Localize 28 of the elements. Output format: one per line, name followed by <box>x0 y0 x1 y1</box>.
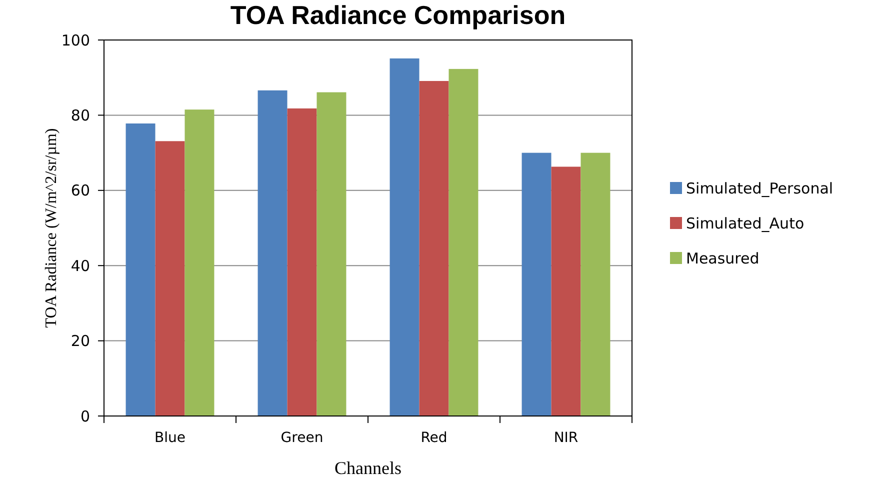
legend-label: Simulated_Personal <box>686 179 834 198</box>
x-tick-label: Green <box>280 430 324 446</box>
bar <box>580 152 610 416</box>
y-tick-label: 60 <box>70 182 90 200</box>
bar <box>126 123 156 416</box>
bar <box>258 90 288 416</box>
y-tick-label: 20 <box>70 332 90 350</box>
bar <box>184 110 214 416</box>
bar <box>522 152 552 416</box>
chart-title: TOA Radiance Comparison <box>230 0 566 30</box>
bar <box>551 166 581 416</box>
x-tick-label: NIR <box>554 430 578 446</box>
legend-label: Simulated_Auto <box>686 214 804 232</box>
bar <box>287 108 317 416</box>
x-tick-label: Red <box>420 430 448 446</box>
legend-label: Measured <box>686 249 760 268</box>
bar <box>316 92 346 416</box>
x-tick-label: Blue <box>154 430 186 446</box>
bar <box>448 68 478 416</box>
y-tick-label: 100 <box>61 31 90 50</box>
y-tick-label: 80 <box>70 106 90 124</box>
y-axis-title: TOA Radiance (W/m^2/sr/µm) <box>43 128 60 328</box>
bar <box>390 58 420 416</box>
bar <box>155 141 185 416</box>
y-tick-label: 40 <box>70 256 90 275</box>
x-axis-title: Channels <box>334 458 402 478</box>
bar <box>419 80 449 416</box>
y-tick-label: 0 <box>80 407 90 426</box>
